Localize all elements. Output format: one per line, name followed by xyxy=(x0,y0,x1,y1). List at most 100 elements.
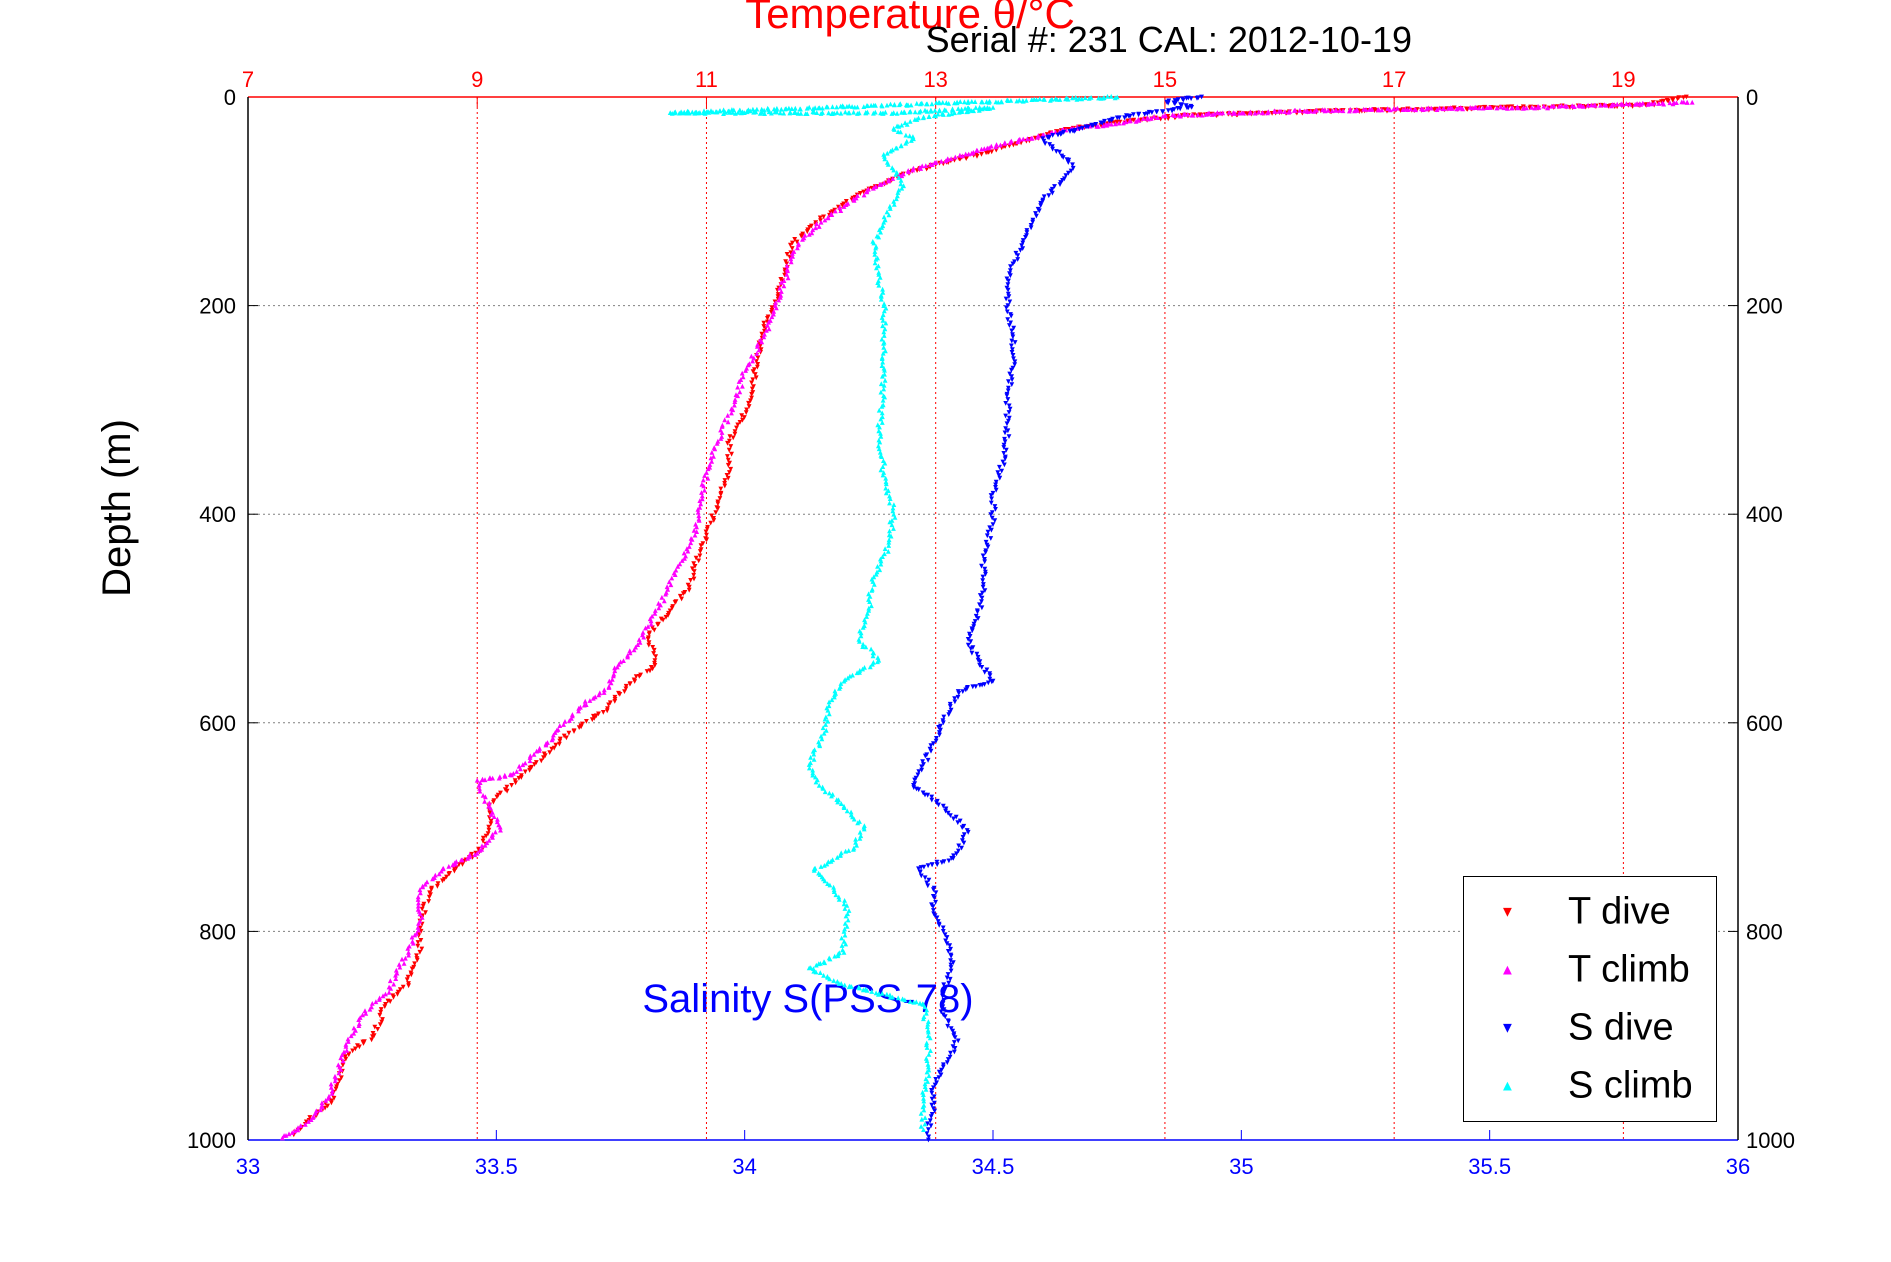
data-point xyxy=(928,743,934,749)
data-point xyxy=(317,1107,323,1113)
data-point xyxy=(1103,122,1108,127)
data-point xyxy=(1005,428,1011,434)
data-point xyxy=(932,160,938,165)
data-point xyxy=(369,1001,375,1006)
data-point xyxy=(940,1064,946,1070)
data-point xyxy=(789,246,795,251)
data-point xyxy=(824,861,830,867)
data-point xyxy=(749,391,754,397)
data-point xyxy=(1498,104,1504,110)
data-point xyxy=(649,613,655,619)
data-point xyxy=(872,252,878,257)
data-point xyxy=(494,794,500,800)
data-point xyxy=(732,402,737,408)
data-point xyxy=(1061,129,1067,135)
data-point xyxy=(813,225,818,231)
data-point xyxy=(892,127,897,132)
data-point xyxy=(480,776,485,782)
data-point xyxy=(633,674,639,679)
data-point xyxy=(1449,106,1455,111)
data-point xyxy=(693,555,699,561)
data-point xyxy=(497,824,503,830)
data-point xyxy=(945,810,951,816)
data-point xyxy=(887,519,893,525)
data-point xyxy=(957,818,963,824)
data-point xyxy=(882,156,888,162)
data-point xyxy=(758,347,764,353)
data-point xyxy=(879,225,884,230)
data-point xyxy=(419,914,425,920)
data-point xyxy=(564,735,569,741)
data-point xyxy=(711,454,716,459)
data-point xyxy=(1184,95,1189,101)
data-point xyxy=(1670,101,1676,107)
data-point xyxy=(906,169,911,175)
data-point xyxy=(824,104,829,110)
data-point xyxy=(396,962,402,967)
data-point xyxy=(841,805,847,810)
data-point xyxy=(410,940,416,946)
data-point xyxy=(901,183,906,189)
data-point xyxy=(769,110,774,116)
data-point xyxy=(876,282,882,288)
data-point xyxy=(596,711,601,717)
data-point xyxy=(887,206,893,211)
data-point xyxy=(1004,421,1010,427)
data-point xyxy=(1456,105,1461,111)
data-point xyxy=(944,1060,950,1065)
data-point xyxy=(952,110,957,116)
data-point xyxy=(1029,97,1035,102)
data-point xyxy=(857,638,862,644)
data-point xyxy=(886,212,892,218)
data-point xyxy=(972,619,978,624)
legend-label-s-climb: S climb xyxy=(1568,1064,1693,1107)
data-point xyxy=(476,782,482,788)
data-point xyxy=(924,1131,930,1136)
data-point xyxy=(1248,109,1253,115)
data-point xyxy=(982,588,988,593)
data-point xyxy=(280,1135,285,1141)
data-point xyxy=(777,110,783,116)
data-point xyxy=(843,202,849,207)
data-point xyxy=(399,956,405,962)
data-point xyxy=(713,510,719,516)
data-point xyxy=(925,1121,930,1127)
data-point xyxy=(589,717,595,723)
data-point xyxy=(532,762,537,767)
data-point xyxy=(709,513,714,519)
data-point xyxy=(936,1075,942,1080)
data-point xyxy=(823,722,828,727)
data-point xyxy=(881,180,887,186)
data-point xyxy=(854,670,860,676)
data-point xyxy=(1189,105,1195,110)
data-point xyxy=(1034,213,1039,219)
data-point xyxy=(718,492,724,497)
data-point xyxy=(357,1044,362,1050)
data-point xyxy=(899,185,905,191)
temperature-tick-label: 13 xyxy=(923,67,947,92)
data-point xyxy=(1019,243,1025,249)
data-point xyxy=(704,532,709,538)
data-point xyxy=(1142,112,1148,117)
data-point xyxy=(788,259,794,265)
data-point xyxy=(918,108,923,114)
data-point xyxy=(333,1075,339,1081)
data-point xyxy=(726,447,732,453)
data-point xyxy=(590,695,596,701)
data-point xyxy=(1618,101,1624,107)
data-point xyxy=(1301,108,1307,114)
data-point xyxy=(688,578,693,583)
data-point xyxy=(1689,99,1695,105)
data-point xyxy=(926,1029,931,1035)
data-point xyxy=(367,1006,373,1012)
data-point xyxy=(333,1086,339,1092)
data-point xyxy=(416,921,421,926)
salinity-tick-label: 36 xyxy=(1726,1154,1750,1179)
data-point xyxy=(1005,291,1011,297)
data-point xyxy=(879,991,885,996)
data-point xyxy=(878,416,884,422)
data-point xyxy=(881,382,887,388)
data-point xyxy=(725,413,731,418)
data-point xyxy=(1529,105,1535,110)
data-point xyxy=(736,379,742,384)
